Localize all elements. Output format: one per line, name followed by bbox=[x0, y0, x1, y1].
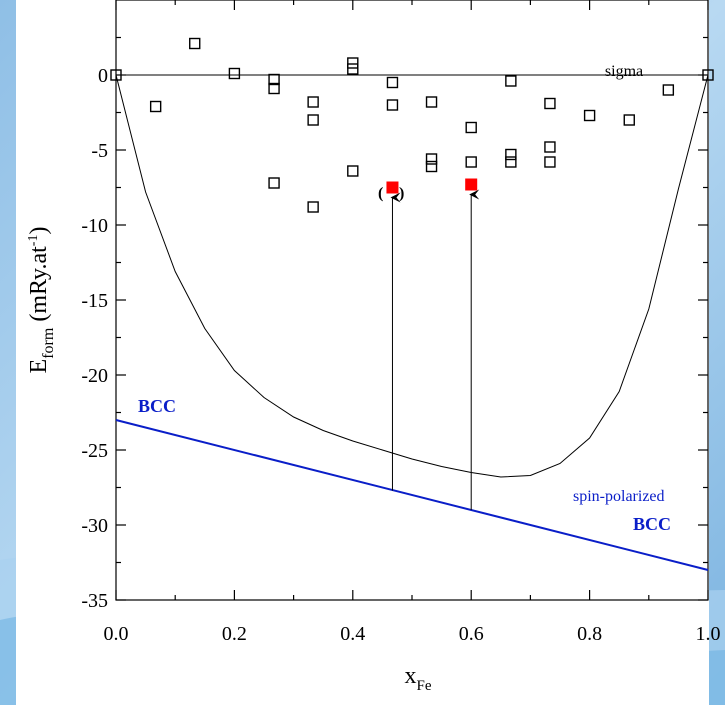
x-tick-label: 0.4 bbox=[340, 623, 365, 645]
x-tick-label: 0.6 bbox=[459, 623, 484, 645]
sigma-data-point bbox=[268, 73, 280, 86]
sigma-data-point bbox=[347, 165, 359, 177]
sigma-data-point bbox=[662, 84, 675, 96]
sigma-label: sigma bbox=[605, 63, 643, 80]
sigma-data-point bbox=[544, 97, 556, 110]
sigma-data-point bbox=[307, 201, 319, 213]
plot-frame bbox=[115, 0, 709, 601]
sigma-data-point bbox=[505, 148, 517, 161]
sigma-data-point bbox=[544, 156, 556, 168]
y-tick-label: -25 bbox=[81, 440, 108, 462]
sigma-data-point bbox=[149, 100, 162, 113]
sigma-data-point bbox=[583, 109, 596, 122]
sigma-data-point bbox=[228, 67, 241, 80]
sigma-points-layer bbox=[110, 37, 714, 213]
bcc-right-label: BCC bbox=[633, 514, 671, 534]
sigma-data-point bbox=[465, 121, 477, 134]
sigma-data-point bbox=[623, 114, 635, 126]
sigma-data-point bbox=[386, 99, 399, 111]
y-tick-label: 0 bbox=[98, 65, 108, 87]
sigma-data-point bbox=[505, 156, 517, 168]
x-tick-label: 0.0 bbox=[104, 623, 129, 645]
paren-close-label: ) bbox=[399, 185, 404, 202]
paren-open-label: ( bbox=[378, 185, 383, 202]
x-tick-label: 0.2 bbox=[222, 623, 247, 645]
highlighted-data-point bbox=[386, 181, 399, 194]
y-tick-label: -10 bbox=[81, 215, 108, 237]
y-axis-label: Eform(mRy.at-1) bbox=[26, 227, 57, 374]
y-tick-labels: 0 -5 -10 -15 -20 -25 -30 -35 bbox=[81, 65, 108, 612]
x-tick-label: 0.8 bbox=[577, 623, 602, 645]
sigma-data-point bbox=[505, 75, 517, 87]
non-magnetic-curve bbox=[115, 74, 709, 478]
x-tick-labels: 0.0 0.2 0.4 0.6 0.8 1.0 bbox=[104, 623, 721, 645]
y-tick-label: -35 bbox=[81, 590, 108, 612]
x-tick-label: 1.0 bbox=[696, 623, 721, 645]
arrows-layer bbox=[390, 189, 480, 510]
sigma-data-point bbox=[307, 114, 319, 126]
sigma-data-point bbox=[307, 96, 319, 108]
y-tick-label: -20 bbox=[81, 365, 108, 387]
sigma-data-point bbox=[347, 57, 359, 69]
sigma-data-point bbox=[702, 69, 714, 81]
reference-lines-layer bbox=[115, 74, 709, 571]
sigma-data-point bbox=[268, 82, 280, 95]
sigma-data-point bbox=[347, 63, 359, 75]
sigma-data-point bbox=[425, 96, 438, 108]
sigma-data-point bbox=[425, 153, 438, 165]
y-tick-label: -30 bbox=[81, 515, 108, 537]
sigma-data-point bbox=[386, 76, 399, 89]
sigma-data-point bbox=[465, 156, 477, 168]
bcc-line bbox=[115, 419, 709, 571]
sigma-data-point bbox=[110, 69, 122, 81]
sigma-data-point bbox=[189, 37, 201, 50]
spin-polarized-label: spin-polarized bbox=[573, 488, 665, 505]
non-magnetic-curve-layer bbox=[115, 74, 709, 478]
y-tick-label: -5 bbox=[91, 140, 108, 162]
sigma-data-point bbox=[425, 160, 438, 173]
highlighted-data-point bbox=[465, 178, 478, 191]
sigma-data-point bbox=[268, 177, 280, 189]
bcc-left-label: BCC bbox=[138, 396, 176, 416]
y-tick-label: -15 bbox=[81, 290, 108, 312]
sigma-data-point bbox=[544, 141, 556, 153]
axis-ticks bbox=[115, 0, 709, 601]
x-axis-label: xFe bbox=[405, 663, 432, 694]
